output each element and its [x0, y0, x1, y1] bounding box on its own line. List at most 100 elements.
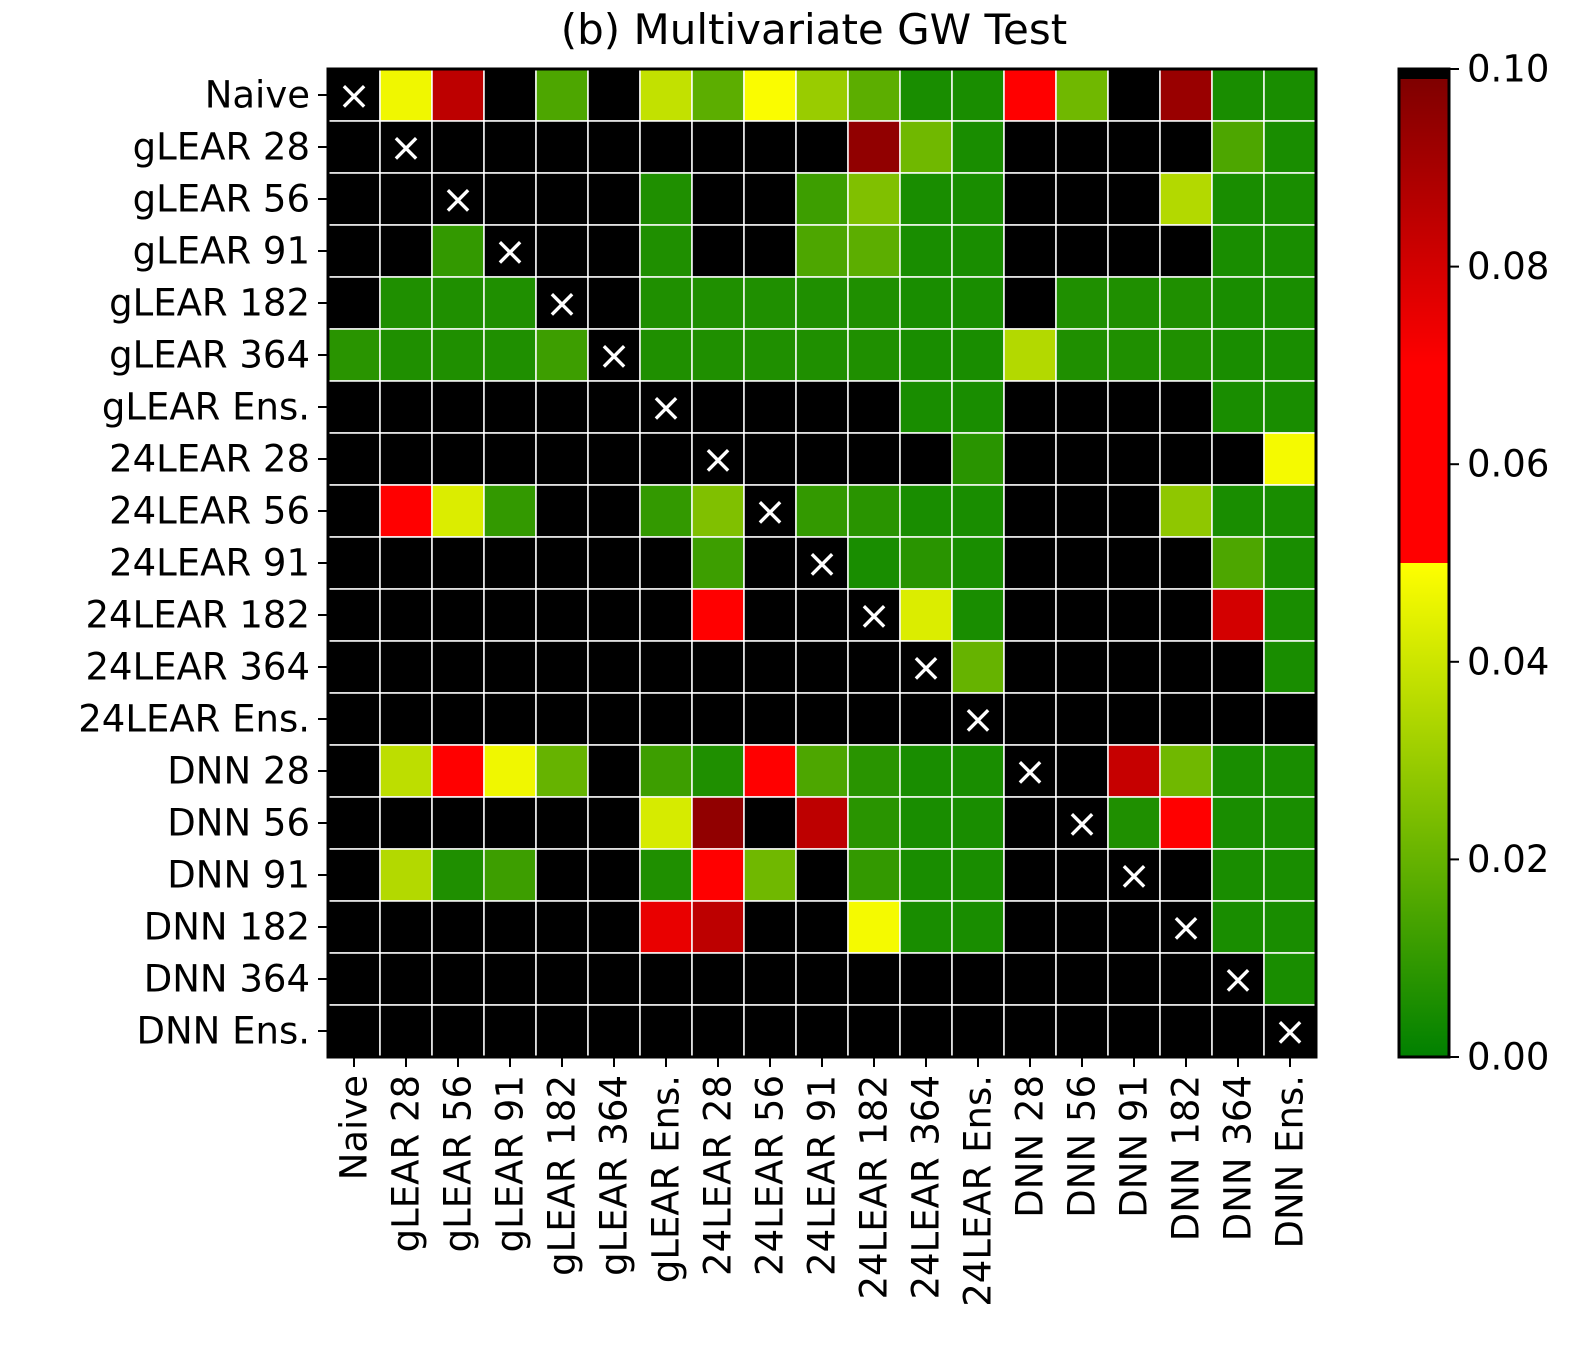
heatmap-cell: [1159, 120, 1213, 174]
heatmap-cell: [743, 328, 797, 382]
heatmap-cell: [743, 536, 797, 590]
diagonal-marker: ×: [857, 593, 891, 639]
heatmap-cell: [1055, 328, 1109, 382]
x-tick-label: Naive: [333, 1075, 376, 1180]
diagonal-marker: ×: [545, 281, 579, 327]
heatmap-cell: [327, 692, 381, 746]
heatmap-cell: [1107, 640, 1161, 694]
heatmap-cell: [899, 172, 953, 226]
heatmap-cell: [379, 952, 433, 1006]
heatmap-cell: [899, 1004, 953, 1058]
heatmap-cell: [483, 900, 537, 954]
heatmap-cell: [899, 120, 953, 174]
heatmap-cell: [379, 536, 433, 590]
heatmap-cell: [431, 952, 485, 1006]
heatmap-cell: [1263, 692, 1317, 746]
heatmap-cell: [1211, 484, 1265, 538]
heatmap-cell: [1263, 952, 1317, 1006]
heatmap-cell: [1211, 588, 1265, 642]
heatmap-cell: [483, 380, 537, 434]
heatmap-cell: [1263, 744, 1317, 798]
heatmap-cell: [639, 380, 693, 434]
heatmap-cell: [743, 952, 797, 1006]
heatmap-cell: [431, 432, 485, 486]
colorbar-tick-label: 0.04: [1467, 640, 1549, 683]
heatmap-cell: [535, 536, 589, 590]
heatmap-cell: [1003, 848, 1057, 902]
heatmap-cell: [431, 588, 485, 642]
heatmap-cell: [431, 328, 485, 382]
heatmap-cell: [327, 796, 381, 850]
chart-title: (b) Multivariate GW Test: [561, 5, 1068, 54]
heatmap-cell: [899, 640, 953, 694]
heatmap-cell: [1159, 1004, 1213, 1058]
heatmap-cell: [743, 120, 797, 174]
heatmap-cell: [1003, 224, 1057, 278]
heatmap-cell: [1263, 900, 1317, 954]
y-tick-label: 24LEAR 364: [86, 646, 310, 689]
heatmap-cell: [379, 432, 433, 486]
heatmap-cell: [535, 172, 589, 226]
heatmap-cell: [327, 432, 381, 486]
heatmap-cell: [951, 380, 1005, 434]
heatmap-cell: [1107, 1004, 1161, 1058]
y-tick-label: DNN 364: [144, 958, 310, 1001]
heatmap-cell: [1055, 1004, 1109, 1058]
heatmap-cell: [1055, 432, 1109, 486]
heatmap-cell: [535, 432, 589, 486]
diagonal-marker: ×: [597, 333, 631, 379]
heatmap-cell: [1159, 276, 1213, 330]
heatmap-cell: [1055, 224, 1109, 278]
heatmap-cell: [327, 172, 381, 226]
heatmap-cell: [587, 536, 641, 590]
heatmap-cell: [743, 640, 797, 694]
heatmap-cell: [691, 848, 745, 902]
y-tick-label: DNN Ens.: [137, 1010, 310, 1053]
heatmap-cell: [847, 1004, 901, 1058]
heatmap-cell: [639, 744, 693, 798]
heatmap-cell: [847, 900, 901, 954]
heatmap-cell: [379, 484, 433, 538]
heatmap-cell: [1211, 432, 1265, 486]
y-tick-label: gLEAR 91: [133, 230, 310, 273]
heatmap-cell: [691, 640, 745, 694]
heatmap-cell: [535, 1004, 589, 1058]
heatmap-cell: [327, 484, 381, 538]
heatmap-cell: [1159, 588, 1213, 642]
colorbar-tick-label: 0.08: [1467, 245, 1549, 288]
heatmap-cell: [1107, 68, 1161, 122]
heatmap-cell: [847, 224, 901, 278]
heatmap-cell: [1159, 952, 1213, 1006]
heatmap-cell: [1263, 432, 1317, 486]
heatmap-cell: [587, 120, 641, 174]
diagonal-marker: ×: [1013, 749, 1047, 795]
heatmap-cell: [327, 380, 381, 434]
diagonal-marker: ×: [753, 489, 787, 535]
heatmap-cell: [691, 692, 745, 746]
heatmap-cell: [379, 692, 433, 746]
heatmap-cell: [899, 692, 953, 746]
heatmap-cell: [639, 172, 693, 226]
heatmap-cell: [639, 120, 693, 174]
heatmap-cell: [1211, 328, 1265, 382]
heatmap-cell: [743, 900, 797, 954]
heatmap-cell: [483, 640, 537, 694]
heatmap-cell: [691, 224, 745, 278]
heatmap-cell: [795, 380, 849, 434]
x-tick-label: 24LEAR 91: [801, 1075, 844, 1276]
heatmap-cell: [431, 640, 485, 694]
heatmap-cell: [1159, 224, 1213, 278]
heatmap-cell: [587, 952, 641, 1006]
heatmap-cell: [691, 796, 745, 850]
heatmap-cell: [951, 432, 1005, 486]
y-tick-label: Naive: [205, 74, 310, 117]
heatmap-cell: [795, 276, 849, 330]
heatmap-cell: [1055, 536, 1109, 590]
heatmap-cell: [1211, 692, 1265, 746]
heatmap-cell: [691, 484, 745, 538]
heatmap-cell: [847, 536, 901, 590]
heatmap-cell: [483, 68, 537, 122]
heatmap-cell: [639, 692, 693, 746]
x-tick-label: DNN 56: [1061, 1075, 1104, 1218]
heatmap-cell: [1159, 848, 1213, 902]
